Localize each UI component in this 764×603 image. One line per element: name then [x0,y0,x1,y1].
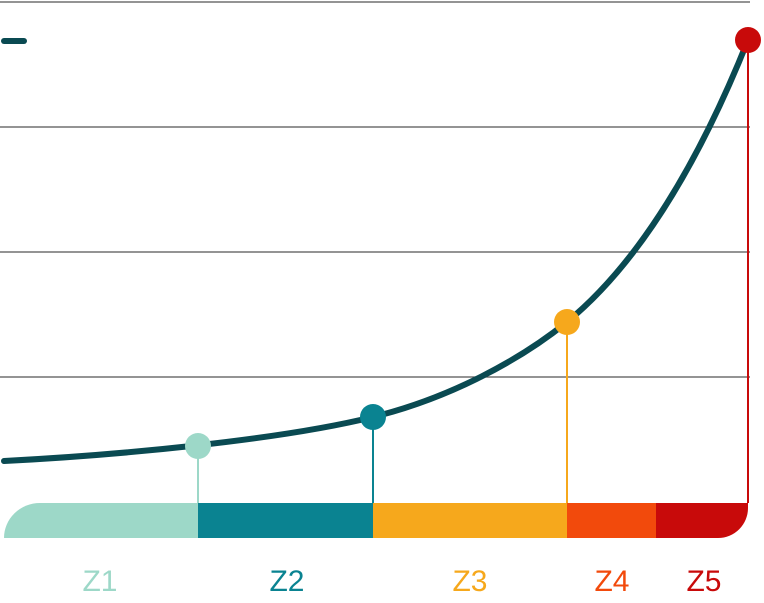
marker [554,309,580,335]
marker [185,433,211,459]
curve [1,37,751,464]
marker [360,404,386,430]
zone-label: Z4 [594,565,629,598]
markers [185,27,761,459]
zone-segment [656,503,748,538]
zone-label: Z2 [269,565,304,598]
zone-segment [198,503,373,538]
zone-label: Z3 [452,565,487,598]
zone-label: Z1 [82,565,117,598]
zone-label: Z5 [686,565,721,598]
grid [0,1,750,378]
zone-labels: Z1 Z2 Z3 Z4 Z5 [82,565,721,598]
zone-bar [4,503,748,538]
marker [735,27,761,53]
zone-segment [4,503,198,538]
zone-segment [373,503,567,538]
zone-segment [567,503,656,538]
